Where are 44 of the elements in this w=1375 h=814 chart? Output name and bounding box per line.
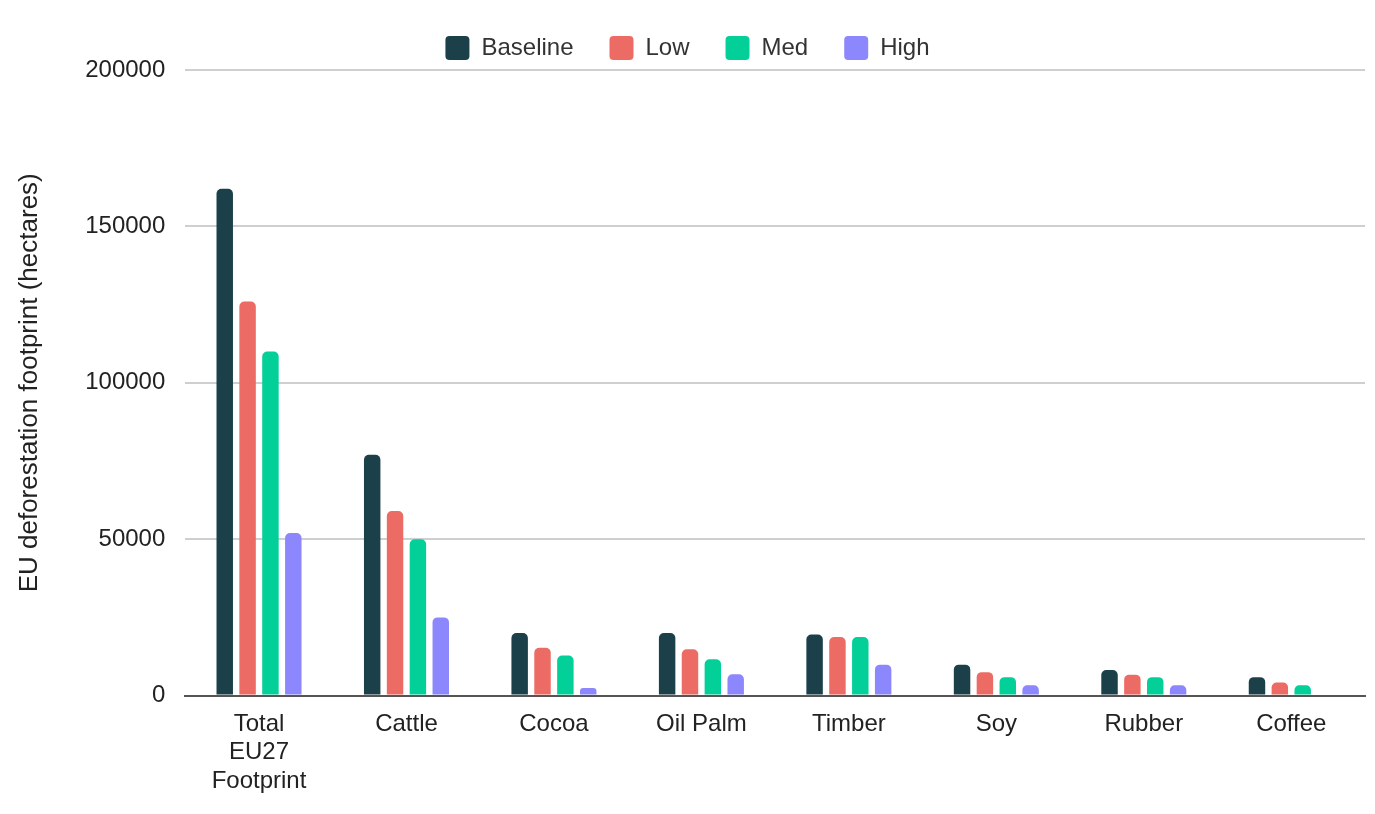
bar bbox=[363, 454, 381, 695]
bar bbox=[511, 633, 528, 695]
bar bbox=[874, 664, 892, 695]
y-tick-label: 50000 bbox=[98, 523, 166, 551]
bar bbox=[239, 301, 256, 695]
x-tick-label: Soy bbox=[975, 708, 1018, 736]
bar bbox=[386, 511, 404, 695]
bar bbox=[999, 677, 1016, 695]
bar bbox=[216, 188, 233, 695]
bar bbox=[727, 674, 744, 695]
bar bbox=[658, 633, 676, 695]
x-tick-label: Cocoa bbox=[519, 708, 590, 736]
y-tick-label: 150000 bbox=[85, 211, 166, 239]
legend-label: Low bbox=[645, 32, 691, 60]
bar bbox=[1124, 674, 1141, 695]
x-tick-label: Rubber bbox=[1104, 708, 1184, 736]
legend-label: High bbox=[880, 32, 930, 60]
bar bbox=[409, 539, 427, 695]
x-tick-label: Oil Palm bbox=[656, 708, 747, 736]
bar bbox=[953, 664, 971, 695]
bar bbox=[1101, 669, 1118, 695]
bar bbox=[1147, 677, 1164, 695]
bar bbox=[681, 649, 699, 695]
bar bbox=[557, 655, 574, 695]
x-tick-label: Coffee bbox=[1256, 708, 1327, 736]
bar bbox=[806, 634, 823, 695]
y-axis-title: EU deforestation footprint (hectares) bbox=[12, 173, 43, 593]
bar bbox=[852, 637, 869, 695]
legend-label: Baseline bbox=[481, 32, 574, 60]
y-tick-label: 0 bbox=[151, 680, 166, 708]
y-tick-label: 200000 bbox=[85, 54, 166, 82]
bar bbox=[285, 532, 302, 695]
x-tick-label: Timber bbox=[811, 708, 886, 736]
bar bbox=[432, 617, 449, 695]
bar bbox=[976, 672, 994, 695]
bar bbox=[262, 351, 279, 695]
y-tick-label: 100000 bbox=[85, 367, 166, 395]
bar bbox=[534, 647, 551, 695]
x-tick-label: Cattle bbox=[375, 708, 438, 736]
x-tick-label: Total EU27 Footprint bbox=[211, 708, 307, 794]
bar bbox=[829, 637, 846, 695]
legend-label: Med bbox=[761, 32, 809, 60]
bar bbox=[1248, 677, 1266, 695]
bar bbox=[704, 659, 722, 695]
